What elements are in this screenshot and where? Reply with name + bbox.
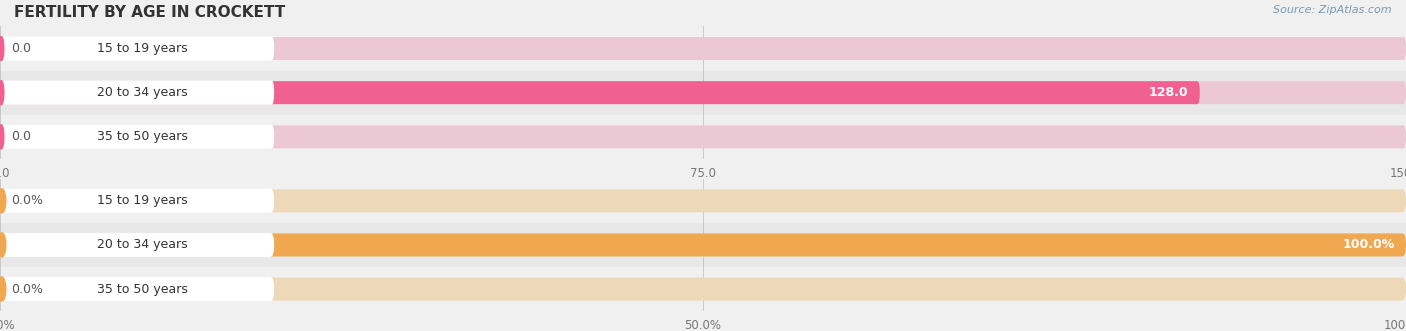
- Text: FERTILITY BY AGE IN CROCKETT: FERTILITY BY AGE IN CROCKETT: [14, 5, 285, 20]
- Text: 15 to 19 years: 15 to 19 years: [97, 42, 188, 55]
- Text: 100.0%: 100.0%: [1343, 238, 1395, 252]
- Text: 128.0: 128.0: [1149, 86, 1188, 99]
- Circle shape: [0, 125, 4, 149]
- FancyBboxPatch shape: [0, 81, 1199, 104]
- Text: 15 to 19 years: 15 to 19 years: [97, 194, 188, 207]
- Circle shape: [0, 36, 4, 61]
- FancyBboxPatch shape: [0, 233, 274, 257]
- Circle shape: [0, 189, 6, 213]
- Text: 0.0%: 0.0%: [11, 283, 44, 296]
- FancyBboxPatch shape: [0, 37, 1406, 60]
- FancyBboxPatch shape: [0, 233, 1406, 257]
- Bar: [0, 267, 1406, 311]
- Bar: [0, 179, 1406, 223]
- Bar: [0, 26, 1406, 71]
- FancyBboxPatch shape: [0, 189, 274, 213]
- Text: 35 to 50 years: 35 to 50 years: [97, 130, 188, 143]
- FancyBboxPatch shape: [0, 36, 274, 61]
- Text: 20 to 34 years: 20 to 34 years: [97, 238, 188, 252]
- FancyBboxPatch shape: [0, 233, 1406, 257]
- FancyBboxPatch shape: [0, 277, 274, 301]
- Text: Source: ZipAtlas.com: Source: ZipAtlas.com: [1274, 5, 1392, 15]
- Text: 20 to 34 years: 20 to 34 years: [97, 86, 188, 99]
- Circle shape: [0, 277, 6, 301]
- Circle shape: [0, 81, 4, 105]
- FancyBboxPatch shape: [0, 189, 1406, 212]
- Text: 0.0: 0.0: [11, 130, 31, 143]
- Text: 35 to 50 years: 35 to 50 years: [97, 283, 188, 296]
- FancyBboxPatch shape: [0, 278, 1406, 301]
- Text: 0.0%: 0.0%: [11, 194, 44, 207]
- Circle shape: [0, 233, 6, 257]
- FancyBboxPatch shape: [0, 81, 274, 105]
- Text: 0.0: 0.0: [11, 42, 31, 55]
- Bar: [0, 223, 1406, 267]
- FancyBboxPatch shape: [0, 81, 1406, 104]
- FancyBboxPatch shape: [0, 125, 1406, 148]
- Bar: [0, 115, 1406, 159]
- FancyBboxPatch shape: [0, 125, 274, 149]
- Bar: [0, 71, 1406, 115]
